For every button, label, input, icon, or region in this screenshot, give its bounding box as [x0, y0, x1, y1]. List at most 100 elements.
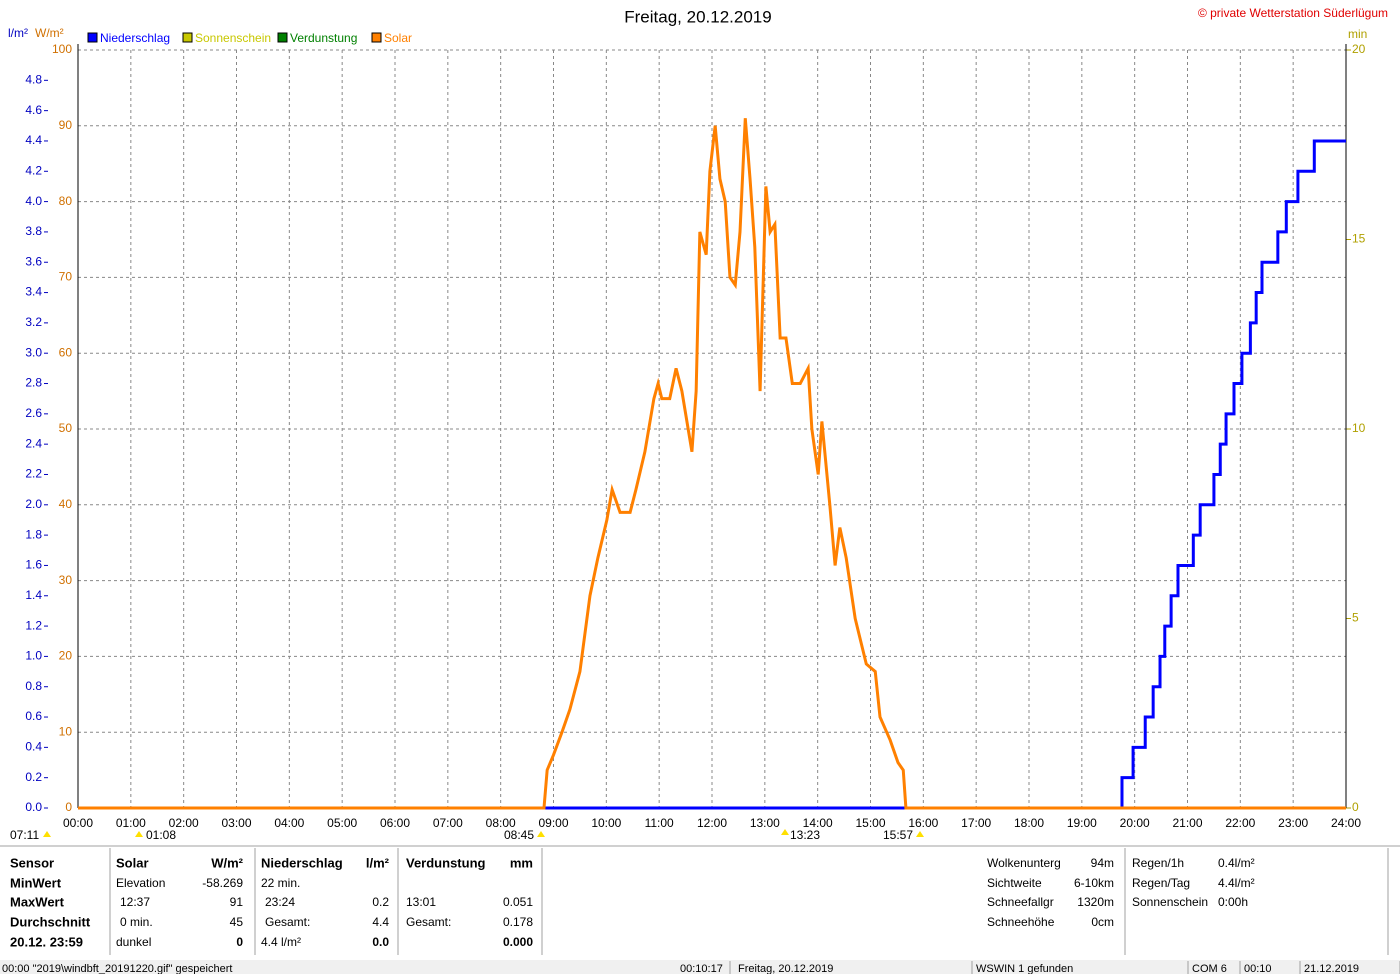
y-tick-label: 0.4: [25, 740, 42, 754]
stats-cell: 23:24: [265, 895, 295, 909]
info-value: 0.4l/m²: [1218, 856, 1255, 870]
status-text: 00:00 "2019\windbft_20191220.gif" gespei…: [2, 963, 232, 974]
x-tick-label: 06:00: [380, 816, 410, 830]
status-text: 00:10: [1244, 963, 1272, 974]
stats-value: 0.2: [372, 895, 389, 909]
stats-cell: Gesamt:: [406, 915, 451, 929]
y-tick-label: 4.8: [25, 72, 42, 86]
time-marker: 15:57: [883, 828, 913, 842]
info-label: Regen/Tag: [1132, 876, 1190, 890]
info-value: 6-10km: [1074, 876, 1114, 890]
status-text: WSWIN 1 gefunden: [976, 963, 1073, 974]
x-tick-label: 19:00: [1067, 816, 1097, 830]
y2-tick-label: 0: [65, 800, 72, 814]
x-tick-label: 03:00: [221, 816, 251, 830]
y3-axis-unit: min: [1348, 27, 1367, 41]
time-marker: 07:11: [10, 828, 39, 842]
y-tick-label: 2.6: [25, 406, 42, 420]
x-tick-label: 23:00: [1278, 816, 1308, 830]
status-text: COM 6: [1192, 963, 1227, 974]
status-bar: [0, 960, 1400, 974]
y-tick-label: 1.8: [25, 527, 42, 541]
stats-value: 91: [230, 895, 244, 909]
y-tick-label: 0.0: [25, 800, 42, 814]
y3-tick-label: 20: [1352, 42, 1366, 56]
time-marker: 01:08: [146, 828, 176, 842]
series-line: [78, 139, 1346, 810]
y-tick-label: 1.6: [25, 558, 42, 572]
status-text: 00:10:17: [680, 963, 723, 974]
status-text: Freitag, 20.12.2019: [738, 963, 833, 974]
x-tick-label: 07:00: [433, 816, 463, 830]
x-tick-label: 24:00: [1331, 816, 1361, 830]
y-tick-label: 3.8: [25, 224, 42, 238]
stats-cell: 22 min.: [261, 876, 300, 890]
x-tick-label: 20:00: [1120, 816, 1150, 830]
x-tick-label: 14:00: [803, 816, 833, 830]
legend-label: Solar: [384, 31, 412, 45]
block-unit: l/m²: [366, 855, 390, 870]
stats-value: 45: [230, 915, 244, 929]
x-tick-label: 22:00: [1225, 816, 1255, 830]
y-tick-label: 3.2: [25, 315, 42, 329]
y2-tick-label: 10: [59, 724, 73, 738]
stats-value: 0.0: [372, 935, 389, 949]
y-tick-label: 1.2: [25, 618, 42, 632]
legend-swatch: [182, 32, 193, 43]
y2-tick-label: 50: [59, 421, 73, 435]
x-tick-label: 21:00: [1172, 816, 1202, 830]
legend-swatch: [371, 32, 382, 43]
marker-icon: [537, 831, 545, 837]
block-unit: mm: [510, 855, 533, 870]
info-label: Regen/1h: [1132, 856, 1184, 870]
x-tick-label: 17:00: [961, 816, 991, 830]
stats-value: 0.051: [503, 895, 533, 909]
y-tick-label: 3.6: [25, 254, 42, 268]
stats-cell: Gesamt:: [265, 915, 310, 929]
stats-value: -58.269: [202, 876, 243, 890]
info-label: Schneefallgr: [987, 895, 1054, 909]
info-label: Wolkenunterg: [987, 856, 1061, 870]
x-tick-label: 05:00: [327, 816, 357, 830]
stats-cell: 13:01: [406, 895, 436, 909]
stats-cell: dunkel: [116, 935, 151, 949]
y-tick-label: 3.0: [25, 345, 42, 359]
y-tick-label: 1.0: [25, 649, 42, 663]
x-tick-label: 02:00: [169, 816, 199, 830]
y-tick-label: 4.0: [25, 194, 42, 208]
legend-label: Sonnenschein: [195, 31, 271, 45]
stats-value: 0.000: [503, 935, 533, 949]
stats-label: MinWert: [10, 875, 62, 890]
info-label: Schneehöhe: [987, 915, 1055, 929]
y2-tick-label: 90: [59, 118, 73, 132]
x-tick-label: 10:00: [591, 816, 621, 830]
block-title: Solar: [116, 855, 149, 870]
y-tick-label: 4.6: [25, 103, 42, 117]
y-tick-label: 4.2: [25, 163, 42, 177]
info-value: 94m: [1091, 856, 1114, 870]
y-tick-label: 2.4: [25, 436, 42, 450]
stats-cell: 4.4 l/m²: [261, 935, 301, 949]
info-value: 0:00h: [1218, 895, 1248, 909]
y2-tick-label: 100: [52, 42, 72, 56]
block-title: Verdunstung: [406, 855, 486, 870]
legend-label: Verdunstung: [290, 31, 357, 45]
block-title: Niederschlag: [261, 855, 343, 870]
y2-tick-label: 20: [59, 649, 73, 663]
x-tick-label: 11:00: [645, 816, 674, 830]
y2-tick-label: 60: [59, 345, 73, 359]
x-tick-label: 01:00: [116, 816, 146, 830]
x-tick-label: 12:00: [697, 816, 727, 830]
x-tick-label: 13:00: [750, 816, 780, 830]
y-tick-label: 2.8: [25, 376, 42, 390]
stats-value: 0.178: [503, 915, 533, 929]
stats-label: MaxWert: [10, 894, 65, 909]
legend-swatch: [277, 32, 288, 43]
time-marker: 13:23: [790, 828, 820, 842]
time-marker: 08:45: [504, 828, 534, 842]
y2-tick-label: 80: [59, 194, 73, 208]
y3-tick-label: 0: [1352, 800, 1359, 814]
marker-icon: [781, 829, 789, 835]
